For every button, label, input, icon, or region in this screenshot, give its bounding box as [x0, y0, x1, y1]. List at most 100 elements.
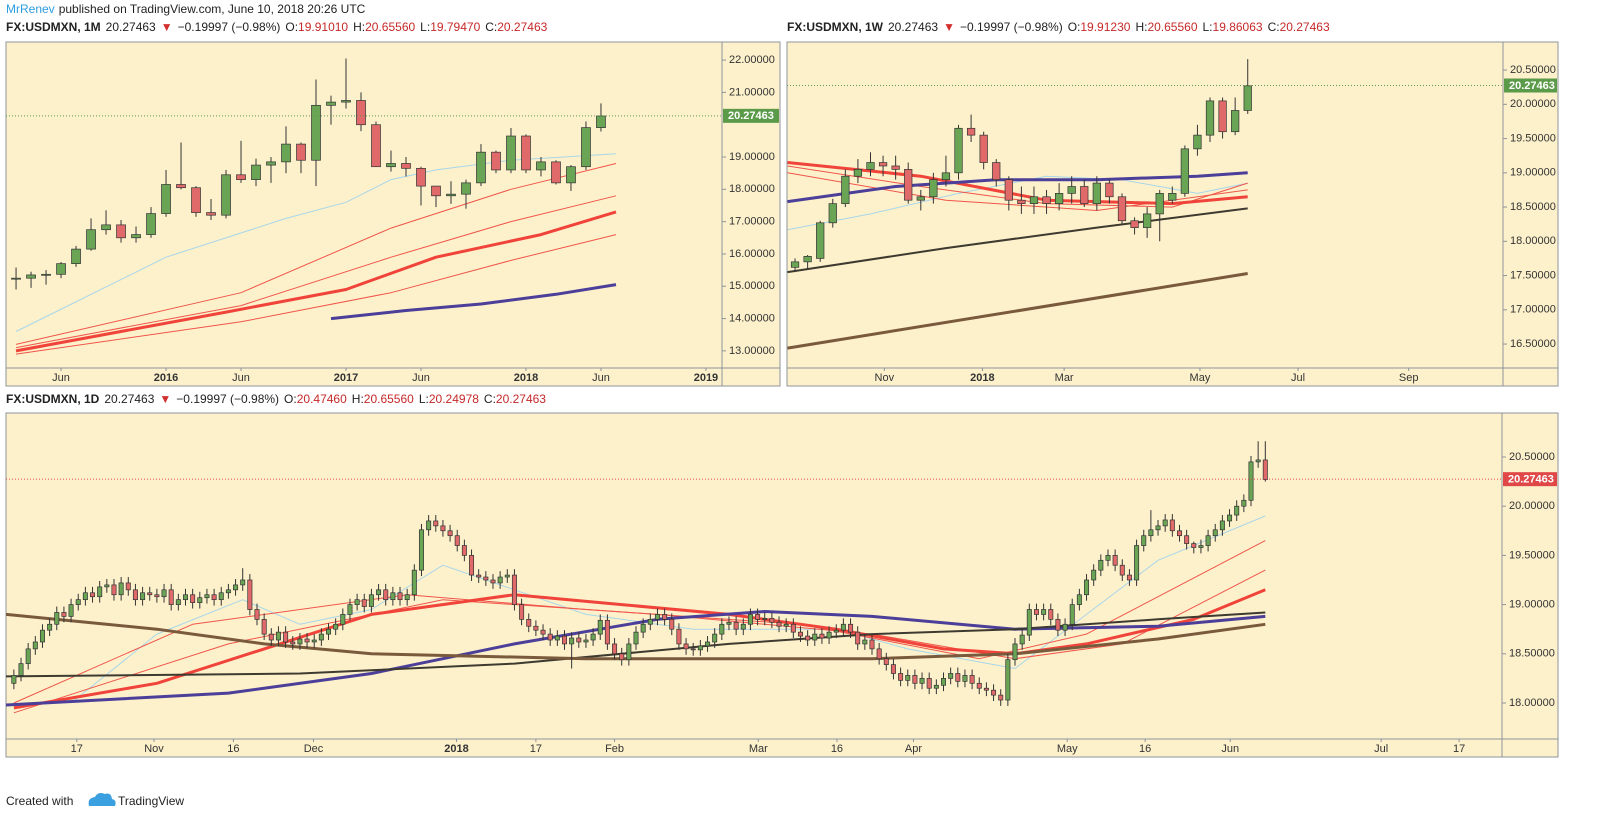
candle-body	[1092, 182, 1101, 204]
chart-pane	[5, 41, 781, 387]
candle-body	[926, 678, 932, 689]
footer-text: Created with	[6, 794, 73, 808]
candle-body	[147, 592, 153, 596]
y-tick-label: 13.00000	[729, 345, 775, 357]
candle-body	[1218, 100, 1227, 133]
candle-body	[1191, 543, 1197, 548]
candle-body	[733, 621, 739, 630]
candle-body	[1248, 461, 1254, 501]
candle-body	[104, 584, 110, 588]
candle-body	[890, 664, 896, 674]
candle-body	[697, 645, 703, 651]
x-tick-label: Nov	[875, 372, 895, 384]
candle-body	[812, 633, 818, 641]
candle-body	[848, 623, 854, 633]
candle-body	[819, 633, 825, 639]
legend-symbol: FX:USDMXN, 1M	[6, 20, 101, 34]
tradingview-logo[interactable]: TradingView	[88, 793, 185, 808]
candle-body	[497, 576, 503, 584]
author[interactable]: MrRenev	[6, 2, 55, 16]
x-tick-label: 2016	[154, 372, 178, 384]
candle-body	[326, 101, 336, 106]
candle-body	[411, 569, 417, 596]
legend-arrow: ▼	[159, 392, 171, 406]
moving-average	[787, 175, 1248, 231]
x-tick-label: Jul	[1291, 372, 1305, 384]
candle-body	[1205, 535, 1211, 546]
candle-body	[1055, 618, 1061, 631]
candle-body	[1193, 134, 1202, 150]
legend-last: 20.27463	[106, 20, 156, 34]
candle-body	[869, 639, 875, 650]
candle-body	[690, 648, 696, 651]
plot-area	[6, 441, 1268, 714]
candle-body	[356, 100, 366, 126]
candle-body	[433, 520, 439, 527]
candle-body	[933, 684, 939, 689]
candle-body	[154, 594, 160, 598]
candle-body	[948, 673, 954, 679]
candle-body	[576, 637, 582, 643]
chart-legend: FX:USDMXN, 1M 20.27463 ▼ −0.19997 (−0.98%) O…	[6, 20, 548, 34]
candle-body	[1033, 609, 1039, 615]
x-tick-label: 17	[530, 743, 542, 755]
last-price-box	[723, 108, 779, 123]
x-tick-label: 16	[1139, 743, 1151, 755]
x-tick-label: Dec	[304, 743, 324, 755]
candle-body	[1005, 659, 1011, 701]
candle-body	[281, 143, 291, 163]
candle-body	[1198, 545, 1204, 548]
candle-body	[833, 629, 839, 633]
y-tick-label: 20.50000	[1509, 451, 1555, 463]
candle-body	[941, 172, 951, 181]
candle-body	[1169, 519, 1175, 532]
candle-body	[206, 212, 216, 216]
candle-body	[712, 633, 718, 643]
candle-body	[131, 234, 141, 239]
y-tick-label: 18.50000	[1510, 201, 1556, 213]
x-tick-label: 2018	[444, 743, 468, 755]
candle-body	[633, 631, 639, 645]
footer-brand[interactable]: TradingView	[118, 794, 184, 808]
candle-body	[1117, 196, 1127, 222]
candle-body	[132, 589, 138, 601]
y-tick-label: 20.00000	[1509, 500, 1555, 512]
candle-body	[797, 631, 803, 637]
candle-body	[311, 104, 321, 161]
candle-body	[969, 675, 975, 684]
candle-body	[447, 530, 453, 537]
legend-c: 20.27463	[1280, 20, 1330, 34]
candle-body	[654, 614, 660, 620]
candle-body	[1184, 535, 1190, 544]
candle-body	[32, 641, 38, 650]
y-tick-label: 16.50000	[1510, 338, 1556, 350]
legend-c-label: C:	[484, 392, 496, 406]
candle-body	[404, 594, 410, 601]
candle-body	[1231, 110, 1240, 133]
candle-body	[1262, 459, 1268, 480]
candle-body	[569, 637, 575, 645]
moving-average	[787, 171, 1248, 204]
y-tick-label: 19.00000	[729, 151, 775, 163]
candle-body	[647, 618, 653, 625]
candle-body	[1168, 193, 1177, 201]
candle-body	[683, 643, 689, 650]
candle-body	[562, 635, 567, 645]
candle-body	[566, 166, 576, 184]
candle-body	[1148, 529, 1154, 537]
candle-body	[521, 135, 531, 171]
candle-body	[1041, 609, 1047, 615]
logo-icon	[88, 793, 116, 806]
candle-body	[1119, 564, 1125, 576]
candle-body	[68, 604, 74, 617]
candle-body	[762, 618, 768, 620]
chart-pane	[5, 412, 1559, 758]
candle-body	[401, 163, 411, 169]
candle-body	[755, 614, 761, 620]
candle-body	[47, 623, 53, 631]
moving-average	[330, 283, 617, 321]
legend-l-label: L:	[1203, 20, 1213, 34]
chart-legend: FX:USDMXN, 1W 20.27463 ▼ −0.19997 (−0.98%) O…	[787, 20, 1330, 34]
candle-body	[54, 612, 60, 625]
candle-body	[878, 162, 888, 167]
